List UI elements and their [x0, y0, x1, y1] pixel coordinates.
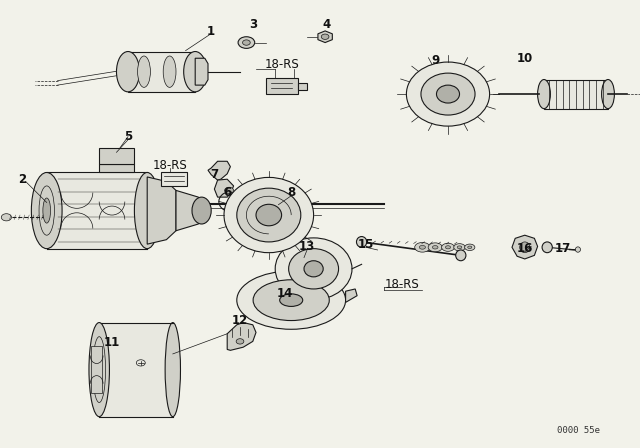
Text: 10: 10	[516, 52, 533, 65]
Ellipse shape	[436, 85, 460, 103]
Polygon shape	[99, 164, 134, 172]
Ellipse shape	[445, 246, 451, 249]
Polygon shape	[208, 161, 230, 180]
Text: 1: 1	[207, 25, 215, 38]
Ellipse shape	[138, 56, 150, 87]
Ellipse shape	[243, 40, 250, 45]
Polygon shape	[128, 52, 195, 92]
Ellipse shape	[415, 242, 430, 252]
Ellipse shape	[224, 177, 314, 253]
Ellipse shape	[275, 238, 352, 300]
Text: 7: 7	[211, 168, 218, 181]
Ellipse shape	[237, 271, 346, 329]
Ellipse shape	[321, 34, 329, 39]
Bar	[266, 78, 298, 94]
Ellipse shape	[433, 246, 438, 249]
Ellipse shape	[192, 197, 211, 224]
Ellipse shape	[442, 243, 454, 251]
Polygon shape	[176, 190, 202, 231]
Polygon shape	[346, 289, 357, 302]
Ellipse shape	[236, 339, 244, 344]
Ellipse shape	[184, 52, 207, 92]
Ellipse shape	[280, 294, 303, 306]
Ellipse shape	[253, 280, 329, 321]
Polygon shape	[195, 58, 208, 85]
Text: 4: 4	[323, 18, 330, 31]
Text: 18-RS: 18-RS	[385, 278, 419, 291]
Text: 13: 13	[299, 240, 316, 253]
Polygon shape	[47, 172, 147, 249]
Text: 15: 15	[358, 237, 374, 251]
Ellipse shape	[602, 80, 614, 109]
Text: 9: 9	[431, 54, 439, 67]
Text: 5: 5	[124, 130, 132, 143]
Ellipse shape	[134, 172, 160, 249]
Polygon shape	[227, 323, 256, 350]
Polygon shape	[214, 179, 234, 197]
Ellipse shape	[237, 188, 301, 242]
Ellipse shape	[289, 249, 339, 289]
Ellipse shape	[468, 246, 472, 249]
Ellipse shape	[542, 242, 552, 253]
Text: 18-RS: 18-RS	[264, 58, 299, 72]
Ellipse shape	[419, 246, 426, 249]
Text: 2: 2	[19, 172, 26, 186]
Bar	[161, 172, 187, 186]
Ellipse shape	[421, 73, 475, 115]
Ellipse shape	[304, 261, 323, 277]
Ellipse shape	[454, 244, 465, 251]
Ellipse shape	[89, 323, 109, 417]
Text: 12: 12	[232, 314, 248, 327]
Ellipse shape	[538, 80, 550, 109]
Text: 16: 16	[516, 242, 533, 255]
Ellipse shape	[163, 56, 176, 87]
Ellipse shape	[457, 246, 462, 249]
Ellipse shape	[428, 243, 442, 252]
Ellipse shape	[43, 198, 51, 223]
Ellipse shape	[356, 237, 367, 247]
Text: 8: 8	[287, 186, 295, 199]
Text: 0000 55e: 0000 55e	[557, 426, 600, 435]
Bar	[99, 148, 134, 164]
Ellipse shape	[575, 247, 580, 252]
Ellipse shape	[238, 37, 255, 48]
Text: 3: 3	[249, 18, 257, 31]
Ellipse shape	[465, 244, 475, 250]
Polygon shape	[99, 323, 173, 417]
Polygon shape	[298, 83, 307, 90]
Text: 17: 17	[555, 242, 572, 255]
Polygon shape	[318, 31, 332, 43]
Ellipse shape	[456, 250, 466, 261]
Text: 11: 11	[104, 336, 120, 349]
Ellipse shape	[256, 204, 282, 226]
Ellipse shape	[520, 242, 530, 253]
Ellipse shape	[31, 172, 62, 249]
Polygon shape	[147, 177, 176, 244]
Text: 18-RS: 18-RS	[152, 159, 187, 172]
Ellipse shape	[406, 62, 490, 126]
Ellipse shape	[1, 214, 12, 221]
Text: 14: 14	[276, 287, 293, 300]
Polygon shape	[91, 346, 102, 393]
Ellipse shape	[116, 52, 140, 92]
Ellipse shape	[165, 323, 180, 417]
Polygon shape	[512, 235, 538, 259]
Text: 6: 6	[223, 186, 231, 199]
Polygon shape	[544, 80, 608, 109]
Ellipse shape	[225, 187, 234, 194]
